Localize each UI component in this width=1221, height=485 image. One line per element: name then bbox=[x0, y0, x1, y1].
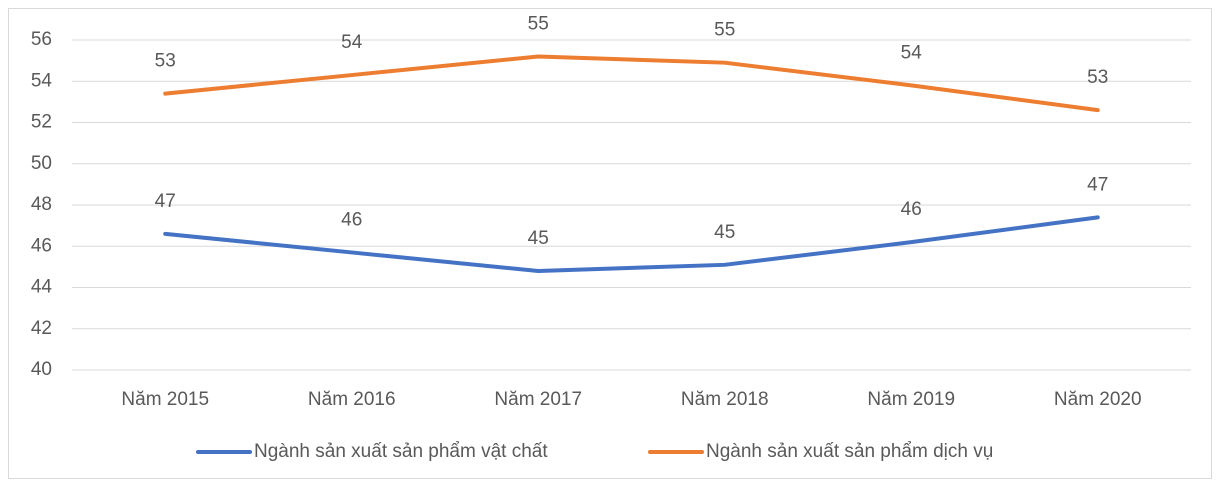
data-label: 45 bbox=[714, 222, 735, 243]
y-tick-label: 42 bbox=[31, 318, 52, 339]
x-tick-label: Năm 2019 bbox=[867, 389, 955, 410]
data-label: 46 bbox=[901, 199, 922, 220]
y-tick-label: 44 bbox=[31, 277, 53, 298]
data-label: 46 bbox=[341, 209, 362, 230]
data-label: 55 bbox=[714, 20, 735, 41]
series-line bbox=[163, 215, 1100, 273]
y-tick-label: 50 bbox=[31, 153, 52, 174]
data-label: 54 bbox=[341, 32, 363, 53]
x-tick-label: Năm 2020 bbox=[1054, 389, 1142, 410]
data-label: 47 bbox=[155, 191, 176, 212]
x-tick-label: Năm 2017 bbox=[494, 389, 582, 410]
series-line bbox=[163, 54, 1100, 113]
data-label: 53 bbox=[155, 51, 176, 72]
y-tick-label: 48 bbox=[31, 194, 52, 215]
data-label: 47 bbox=[1087, 174, 1108, 195]
y-tick-label: 46 bbox=[31, 235, 52, 256]
chart-border bbox=[8, 8, 1212, 479]
data-label: 55 bbox=[528, 14, 549, 35]
y-tick-label: 56 bbox=[31, 29, 52, 50]
legend-label: Ngành sản xuất sản phẩm dịch vụ bbox=[706, 441, 993, 462]
x-tick-label: Năm 2015 bbox=[121, 389, 209, 410]
y-tick-label: 52 bbox=[31, 112, 52, 133]
x-tick-label: Năm 2016 bbox=[308, 389, 396, 410]
legend-label: Ngành sản xuất sản phẩm vật chất bbox=[254, 441, 548, 462]
data-label: 54 bbox=[901, 42, 923, 63]
data-label: 45 bbox=[528, 228, 549, 249]
y-tick-label: 40 bbox=[31, 359, 52, 380]
x-tick-label: Năm 2018 bbox=[681, 389, 769, 410]
y-tick-label: 54 bbox=[31, 70, 53, 91]
data-label: 53 bbox=[1087, 67, 1108, 88]
